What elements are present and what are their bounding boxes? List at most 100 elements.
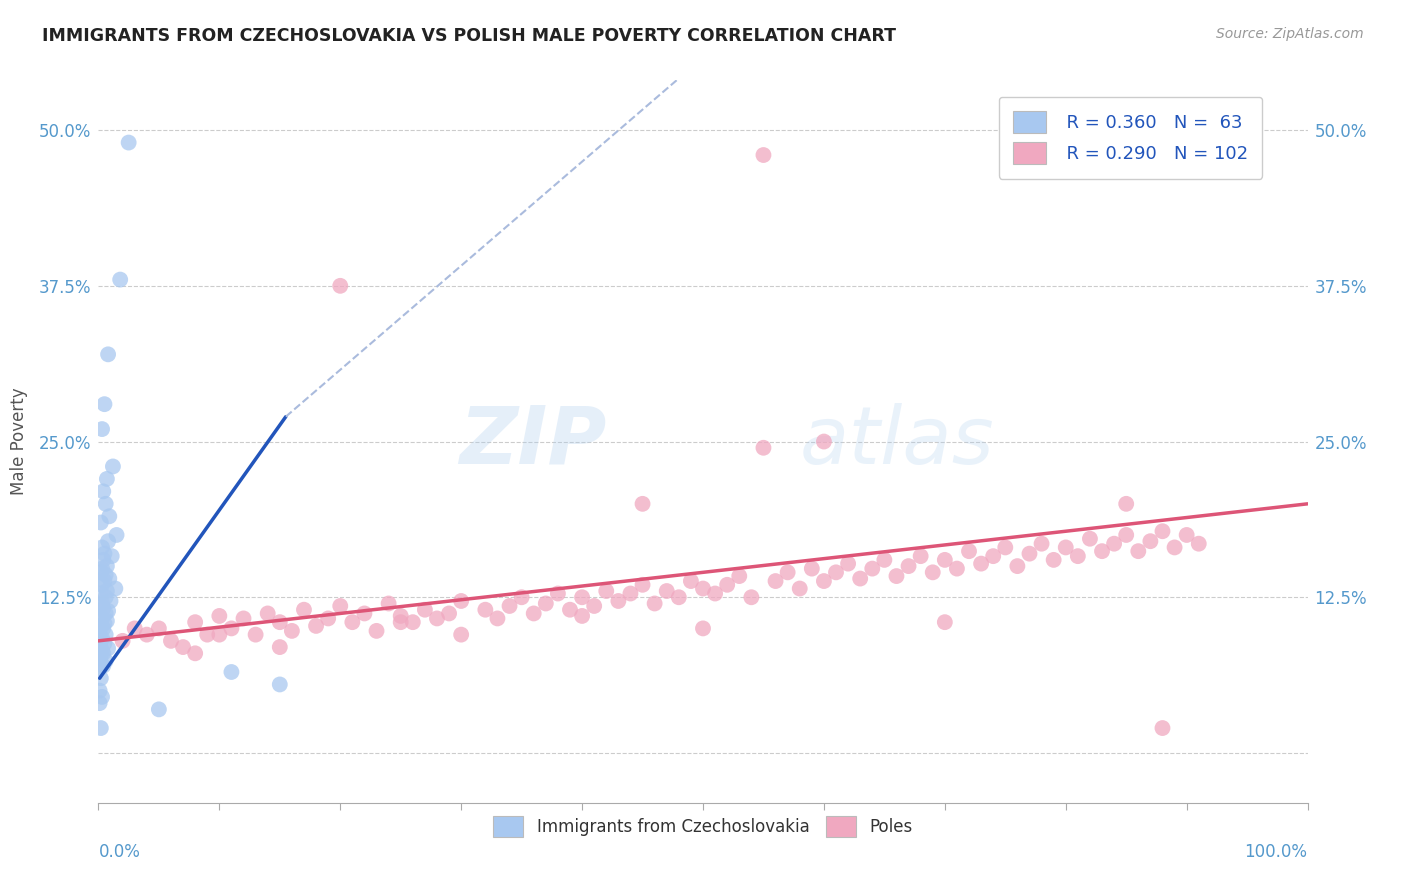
Point [994, 541, 1017, 555]
Point [1163, 541, 1185, 555]
Point [825, 566, 848, 580]
Point [752, 148, 775, 162]
Point [100, 549, 122, 563]
Point [547, 586, 569, 600]
Point [90, 671, 112, 685]
Point [256, 607, 278, 621]
Point [94, 591, 117, 605]
Point [776, 566, 799, 580]
Point [752, 441, 775, 455]
Point [93, 636, 115, 650]
Point [728, 569, 751, 583]
Point [94, 497, 117, 511]
Point [437, 607, 460, 621]
Point [886, 569, 908, 583]
Point [631, 497, 654, 511]
Point [679, 574, 702, 588]
Point [91, 621, 114, 635]
Point [692, 621, 714, 635]
Point [740, 591, 762, 605]
Point [96, 584, 118, 599]
Point [90, 566, 112, 580]
Point [655, 584, 678, 599]
Legend: Immigrants from Czechoslovakia, Poles: Immigrants from Czechoslovakia, Poles [485, 808, 921, 845]
Point [221, 621, 243, 635]
Point [1007, 559, 1029, 574]
Point [91, 646, 114, 660]
Point [135, 627, 157, 641]
Point [195, 627, 218, 641]
Point [921, 566, 943, 580]
Point [329, 599, 352, 613]
Point [90, 657, 112, 671]
Point [619, 586, 641, 600]
Point [172, 640, 194, 654]
Point [595, 584, 617, 599]
Point [813, 574, 835, 588]
Point [366, 624, 388, 638]
Point [583, 599, 606, 613]
Point [957, 544, 980, 558]
Point [305, 619, 328, 633]
Point [91, 658, 114, 673]
Point [486, 611, 509, 625]
Point [93, 547, 115, 561]
Point [1018, 547, 1040, 561]
Text: IMMIGRANTS FROM CZECHOSLOVAKIA VS POLISH MALE POVERTY CORRELATION CHART: IMMIGRANTS FROM CZECHOSLOVAKIA VS POLISH… [42, 27, 896, 45]
Point [1091, 544, 1114, 558]
Point [91, 601, 114, 615]
Point [105, 528, 128, 542]
Point [108, 272, 131, 286]
Point [90, 599, 112, 613]
Point [96, 614, 118, 628]
Point [426, 611, 449, 625]
Point [510, 591, 533, 605]
Point [97, 604, 120, 618]
Point [1152, 721, 1174, 735]
Point [91, 578, 114, 592]
Point [498, 599, 520, 613]
Point [89, 624, 111, 638]
Point [124, 621, 146, 635]
Point [111, 633, 134, 648]
Point [91, 644, 114, 658]
Point [91, 690, 114, 704]
Point [281, 624, 304, 638]
Point [1128, 544, 1150, 558]
Point [631, 578, 654, 592]
Point [342, 615, 364, 630]
Text: atlas: atlas [800, 402, 994, 481]
Point [329, 278, 352, 293]
Point [1139, 534, 1161, 549]
Point [571, 609, 593, 624]
Point [981, 549, 1004, 563]
Point [91, 632, 114, 646]
Point [765, 574, 787, 588]
Point [1175, 528, 1198, 542]
Point [91, 484, 114, 499]
Point [873, 553, 896, 567]
Point [97, 534, 120, 549]
Point [269, 640, 291, 654]
Point [704, 586, 727, 600]
Point [97, 347, 120, 361]
Point [813, 434, 835, 449]
Point [402, 615, 425, 630]
Point [184, 646, 207, 660]
Point [353, 607, 375, 621]
Point [1115, 497, 1137, 511]
Y-axis label: Male Poverty: Male Poverty [10, 388, 28, 495]
Point [94, 607, 117, 621]
Point [221, 665, 243, 679]
Point [1067, 549, 1090, 563]
Point [571, 591, 593, 605]
Point [208, 609, 231, 624]
Point [450, 594, 472, 608]
Point [1152, 524, 1174, 539]
Point [91, 597, 114, 611]
Point [208, 627, 231, 641]
Point [668, 591, 690, 605]
Point [860, 561, 883, 575]
Point [104, 582, 127, 596]
Point [837, 557, 859, 571]
